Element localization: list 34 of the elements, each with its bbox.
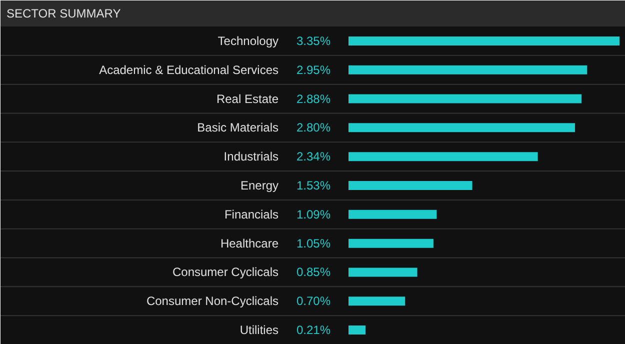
bar — [348, 326, 366, 335]
y-tick-label: Basic Materials — [197, 120, 278, 135]
y-tick-label: Real Estate — [216, 92, 279, 106]
y-tick-label: Consumer Non-Cyclicals — [146, 294, 279, 308]
y-tick-label: Consumer Cyclicals — [172, 265, 279, 280]
data-label: 2.34% — [296, 150, 331, 164]
data-label: 3.35% — [296, 34, 331, 48]
bar — [348, 296, 406, 306]
data-label: 0.21% — [296, 323, 331, 338]
y-tick-label: Financials — [224, 207, 279, 222]
y-tick-label: Healthcare — [220, 236, 279, 250]
data-label: 2.80% — [296, 120, 331, 135]
data-label: 2.95% — [296, 62, 331, 77]
bar — [348, 94, 582, 104]
bar — [348, 238, 434, 248]
data-label: 2.88% — [296, 92, 331, 106]
data-label: 1.09% — [296, 207, 331, 222]
bar — [348, 152, 538, 162]
y-tick-label: Energy — [240, 178, 279, 192]
y-tick-label: Academic & Educational Services — [99, 62, 278, 77]
y-tick-label: Technology — [218, 34, 279, 48]
text: SECTOR SUMMARY — [6, 6, 121, 20]
data-label: 1.05% — [296, 236, 331, 250]
y-tick-label: Utilities — [240, 323, 278, 338]
bar — [348, 65, 588, 74]
data-label: 0.85% — [296, 265, 331, 280]
bar — [348, 36, 620, 46]
y-tick-label: Industrials — [224, 150, 279, 164]
bar — [348, 268, 418, 277]
bar — [348, 210, 437, 219]
data-label: 1.53% — [296, 178, 331, 192]
data-label: 0.70% — [296, 294, 331, 308]
bar — [348, 181, 472, 190]
bar — [348, 123, 576, 132]
